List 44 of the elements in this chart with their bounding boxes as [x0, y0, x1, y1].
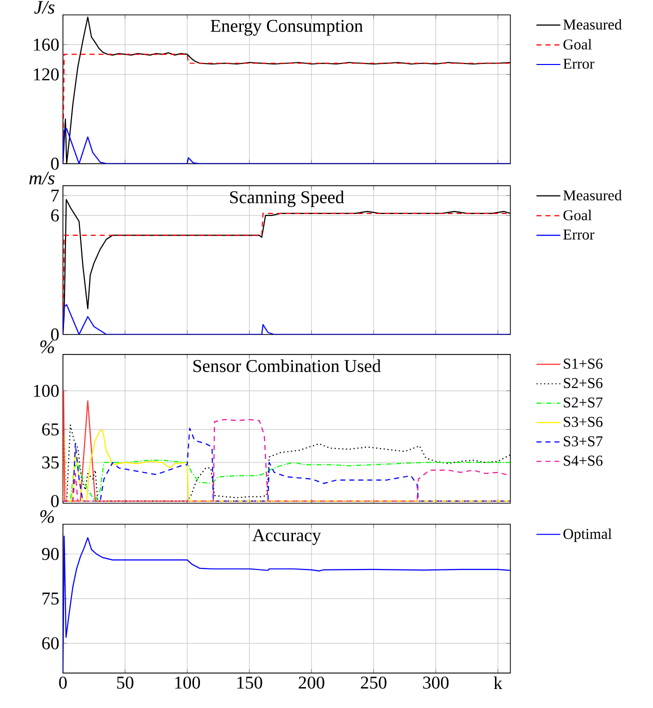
legend-label: S1+S6 — [564, 358, 602, 369]
legend-label: Measured — [563, 190, 622, 200]
y-tick-label: 7 — [52, 190, 59, 202]
y-axis-title: m/s — [29, 172, 54, 184]
legend-label: Measured — [563, 19, 622, 30]
y-tick-label: 120 — [34, 68, 59, 80]
chart-title: Scanning Speed — [230, 190, 344, 208]
legend-label: S2+S6 — [564, 378, 602, 388]
y-tick-label: 35 — [42, 456, 59, 469]
y-tick-label: 160 — [34, 38, 59, 51]
y-tick-label: 65 — [42, 423, 59, 436]
chart-title: Accuracy — [252, 529, 321, 545]
legend-label: Goal — [563, 210, 592, 220]
y-tick-label: 0 — [51, 328, 59, 341]
legend-label: Optimal — [563, 528, 612, 542]
y-axis-title: % — [40, 340, 54, 354]
legend-label: S2+S7 — [564, 397, 602, 408]
chart-title: Energy Consumption — [210, 20, 363, 36]
x-tick-label: 0 — [59, 676, 67, 689]
line-series — [62, 304, 510, 334]
legend-label: Error — [563, 58, 594, 69]
x-tick-label: 300 — [423, 676, 448, 689]
x-tick-label: k — [494, 676, 502, 690]
y-tick-label: 0 — [51, 494, 59, 508]
y-tick-label: 75 — [42, 592, 59, 605]
x-tick-label: 200 — [298, 676, 324, 689]
y-tick-label: 60 — [42, 637, 59, 650]
legend-label: Error — [563, 230, 594, 240]
x-tick-label: 250 — [360, 676, 386, 689]
y-tick-label: 90 — [42, 548, 59, 560]
chart-title: Sensor Combination Used — [193, 359, 381, 372]
legend-label: S3+S7 — [564, 436, 602, 446]
y-axis-title: % — [40, 510, 54, 524]
y-tick-label: 6 — [51, 209, 59, 222]
y-tick-label: 0 — [51, 158, 59, 170]
legend-label: Goal — [563, 38, 592, 50]
line-series — [62, 128, 510, 164]
x-tick-label: 150 — [237, 676, 262, 689]
x-tick-label: 100 — [175, 676, 200, 689]
legend-label: S3+S6 — [564, 416, 602, 427]
y-axis-title: J/s — [34, 1, 54, 14]
y-tick-label: 100 — [34, 384, 59, 397]
legend-label: S4+S6 — [564, 456, 602, 466]
x-tick-label: 50 — [117, 676, 134, 689]
